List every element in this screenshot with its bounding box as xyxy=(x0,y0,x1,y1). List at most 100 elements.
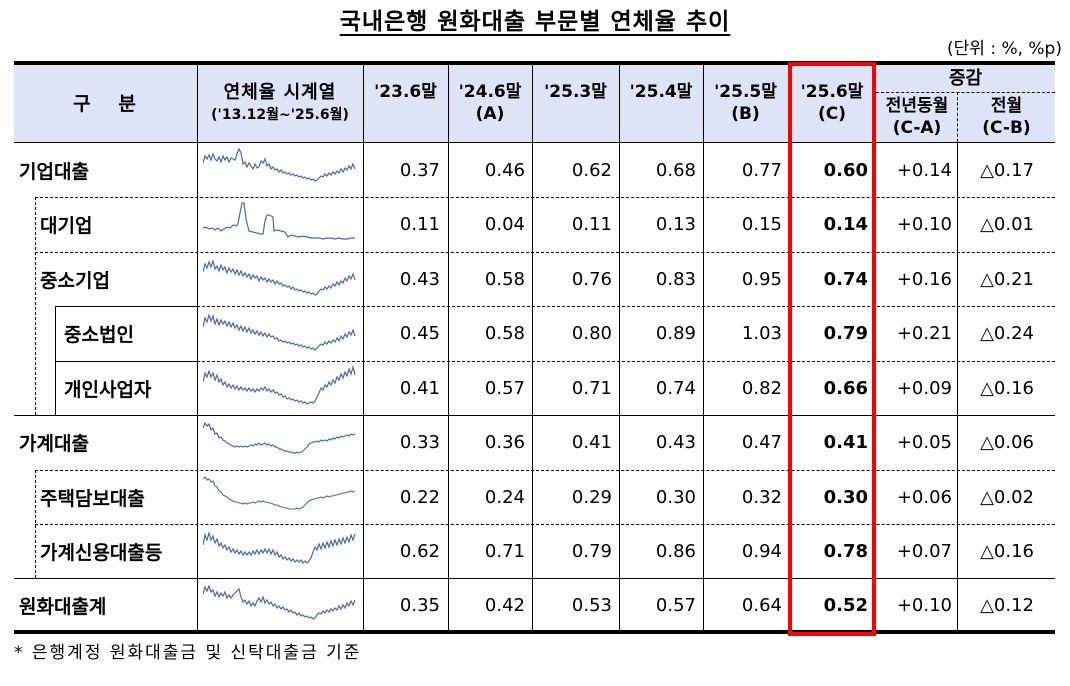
table-top-border xyxy=(14,61,1055,65)
cell-yoy: +0.16 xyxy=(896,268,952,290)
cell-24-6: 0.58 xyxy=(484,322,525,344)
header-change: 증감 xyxy=(948,68,983,89)
row-label-large-corp: 대기업 xyxy=(40,214,93,237)
row-label-mortgage: 주택담보대출 xyxy=(40,487,145,510)
cell-25-3: 0.79 xyxy=(571,540,612,562)
row-label-household: 가계대출 xyxy=(19,432,89,455)
cell-yoy: +0.05 xyxy=(896,431,952,453)
cell-mom: △0.12 xyxy=(980,594,1034,616)
cell-25-6: 0.78 xyxy=(823,540,868,562)
sparkline-household xyxy=(203,421,356,454)
sparkline-sme xyxy=(203,258,356,296)
cell-24-6: 0.24 xyxy=(484,486,525,508)
cell-yoy: +0.06 xyxy=(896,486,952,508)
cell-25-3: 0.62 xyxy=(571,159,612,181)
cell-23-6: 0.45 xyxy=(399,322,440,344)
cell-24-6: 0.04 xyxy=(484,213,525,235)
row-divider xyxy=(14,578,1055,579)
cell-25-5: 0.15 xyxy=(741,213,782,235)
row-divider xyxy=(55,306,197,307)
header-25-3: '25.3말 xyxy=(544,82,607,102)
sparkline-total xyxy=(203,584,356,620)
cell-24-6: 0.57 xyxy=(484,377,525,399)
table-bottom-border xyxy=(14,630,1055,634)
table-header-background xyxy=(14,65,1055,142)
cell-23-6: 0.37 xyxy=(399,159,440,181)
cell-23-6: 0.41 xyxy=(399,377,440,399)
row-divider xyxy=(35,197,1055,198)
header-25-5: '25.5말 (B) xyxy=(714,82,777,124)
cell-25-6: 0.66 xyxy=(823,377,868,399)
cell-yoy: +0.07 xyxy=(896,540,952,562)
header-mom: 전월 (C-B) xyxy=(982,96,1031,138)
row-label-sme-corp: 중소법인 xyxy=(64,323,134,346)
row-divider xyxy=(197,306,1055,307)
cell-mom: △0.17 xyxy=(980,159,1034,181)
column-divider xyxy=(957,142,958,631)
cell-23-6: 0.11 xyxy=(399,213,440,235)
cell-25-5: 0.95 xyxy=(741,268,782,290)
cell-25-3: 0.29 xyxy=(571,486,612,508)
row-divider xyxy=(35,524,1055,525)
cell-25-6: 0.79 xyxy=(823,322,868,344)
sparkline-self-employed xyxy=(203,365,356,405)
column-divider xyxy=(363,65,364,631)
cell-mom: △0.06 xyxy=(980,431,1034,453)
row-label-self-employed: 개인사업자 xyxy=(64,378,152,401)
cell-yoy: +0.14 xyxy=(896,159,952,181)
cell-25-3: 0.41 xyxy=(571,431,612,453)
cell-23-6: 0.35 xyxy=(399,594,440,616)
indent-line xyxy=(35,197,36,415)
cell-25-4: 0.30 xyxy=(655,486,696,508)
cell-25-6: 0.74 xyxy=(823,268,868,290)
header-23-6: '23.6말 xyxy=(374,82,437,102)
row-label-total: 원화대출계 xyxy=(19,595,107,618)
column-divider xyxy=(619,65,620,631)
cell-25-4: 0.74 xyxy=(655,377,696,399)
header-24-6: '24.6말 (A) xyxy=(458,82,522,124)
cell-mom: △0.16 xyxy=(980,540,1034,562)
cell-25-5: 0.94 xyxy=(741,540,782,562)
header-divider xyxy=(957,92,958,142)
header-25-6: '25.6말 (C) xyxy=(800,82,864,124)
cell-25-3: 0.76 xyxy=(571,268,612,290)
cell-25-6: 0.41 xyxy=(823,431,868,453)
cell-25-3: 0.53 xyxy=(571,594,612,616)
cell-mom: △0.02 xyxy=(980,486,1034,508)
cell-23-6: 0.43 xyxy=(399,268,440,290)
row-divider xyxy=(35,252,1055,253)
sparkline-sme-corp xyxy=(203,312,356,351)
cell-25-5: 0.77 xyxy=(741,159,782,181)
row-divider xyxy=(14,415,1055,416)
cell-mom: △0.24 xyxy=(980,322,1034,344)
column-divider xyxy=(703,65,704,631)
cell-25-5: 0.47 xyxy=(741,431,782,453)
header-category: 구 분 xyxy=(73,92,138,115)
unit-label: (단위 : %, %p) xyxy=(947,39,1062,59)
sparkline-household-credit xyxy=(203,530,356,564)
cell-yoy: +0.10 xyxy=(896,213,952,235)
row-label-corporate: 기업대출 xyxy=(19,160,89,183)
column-divider xyxy=(448,65,449,631)
cell-25-6: 0.14 xyxy=(823,213,868,235)
cell-24-6: 0.58 xyxy=(484,268,525,290)
cell-24-6: 0.71 xyxy=(484,540,525,562)
cell-25-5: 0.32 xyxy=(741,486,782,508)
cell-mom: △0.01 xyxy=(980,213,1034,235)
page-title: 국내은행 원화대출 부문별 연체율 추이 xyxy=(339,9,731,35)
highlight-box-25-6 xyxy=(788,62,876,636)
header-25-4: '25.4말 xyxy=(629,82,693,102)
cell-25-3: 0.11 xyxy=(571,213,612,235)
row-divider xyxy=(35,470,1055,471)
cell-25-6: 0.30 xyxy=(823,486,868,508)
cell-24-6: 0.46 xyxy=(484,159,525,181)
header-divider xyxy=(876,92,1055,93)
cell-25-5: 0.64 xyxy=(741,594,782,616)
cell-yoy: +0.10 xyxy=(896,594,952,616)
cell-23-6: 0.62 xyxy=(399,540,440,562)
cell-25-6: 0.52 xyxy=(823,594,868,616)
cell-23-6: 0.22 xyxy=(399,486,440,508)
header-yoy: 전년동월 (C-A) xyxy=(885,96,949,138)
sparkline-large-corp xyxy=(203,202,355,240)
cell-yoy: +0.09 xyxy=(896,377,952,399)
